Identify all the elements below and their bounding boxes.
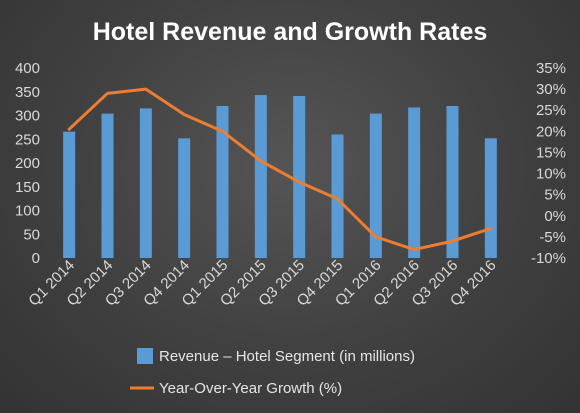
growth-line <box>67 87 493 252</box>
right-tick-label: 5% <box>544 187 566 204</box>
left-tick-label: 0 <box>32 250 40 267</box>
left-tick-label: 250 <box>15 131 40 148</box>
revenue-bar <box>484 138 497 258</box>
right-tick-label: 10% <box>536 166 566 183</box>
right-tick-label: 20% <box>536 123 566 140</box>
right-tick-label: -5% <box>539 229 566 246</box>
left-tick-label: 350 <box>15 84 40 101</box>
left-axis-ticks: 0 50 100 150 200 250 300 350 400 <box>15 60 40 267</box>
left-tick-label: 400 <box>15 60 40 77</box>
revenue-bar <box>254 95 267 258</box>
left-tick-label: 50 <box>23 226 40 243</box>
revenue-bar <box>446 106 459 258</box>
revenue-bar <box>139 108 152 258</box>
revenue-bar <box>101 113 114 258</box>
left-tick-label: 200 <box>15 155 40 172</box>
revenue-bar <box>331 134 344 258</box>
right-tick-label: 15% <box>536 144 566 161</box>
left-tick-label: 100 <box>15 203 40 220</box>
chart-title: Hotel Revenue and Growth Rates <box>93 18 488 46</box>
legend: Revenue – Hotel Segment (in millions) Ye… <box>130 348 415 397</box>
right-tick-label: 30% <box>536 81 566 98</box>
revenue-bar <box>369 113 382 258</box>
revenue-bar <box>408 107 421 258</box>
left-tick-label: 150 <box>15 179 40 196</box>
right-tick-label: -10% <box>531 250 566 267</box>
legend-label-revenue: Revenue – Hotel Segment (in millions) <box>159 348 415 365</box>
revenue-bar <box>63 131 76 258</box>
revenue-bar <box>293 96 306 259</box>
right-axis-ticks: -10% -5% 0% 5% 10% 15% 20% 25% 30% 35% <box>531 60 566 267</box>
bar-series <box>63 95 497 259</box>
right-tick-label: 35% <box>536 60 566 77</box>
legend-label-growth: Year-Over-Year Growth (%) <box>159 380 342 397</box>
right-tick-label: 25% <box>536 102 566 119</box>
revenue-bar <box>216 106 229 258</box>
revenue-bar <box>178 138 191 258</box>
left-tick-label: 300 <box>15 108 40 125</box>
right-tick-label: 0% <box>544 208 566 225</box>
line-series <box>67 87 493 252</box>
legend-swatch-revenue <box>137 348 153 364</box>
